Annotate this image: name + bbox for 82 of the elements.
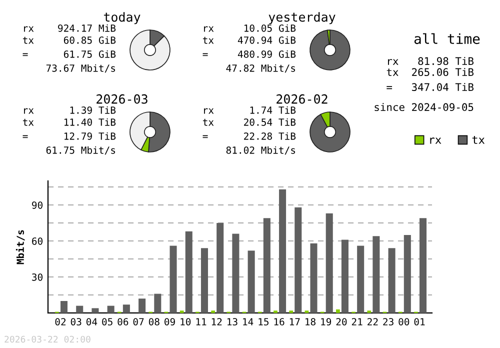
bar: [279, 189, 286, 313]
y-tick-label: 90: [32, 201, 43, 209]
text: = 22.28 TiB: [202, 132, 296, 140]
bar: [107, 306, 114, 313]
donut-slice: [310, 112, 350, 152]
x-tick-label: 20: [336, 318, 347, 326]
text: rx 1.74 TiB: [204, 106, 296, 114]
text: = 347.04 TiB: [386, 82, 474, 92]
bar: [216, 222, 224, 313]
text: tx 11.40 TiB: [22, 118, 116, 126]
text: = 480.99 GiB: [202, 50, 296, 58]
text: rx 924.17 MiB: [24, 24, 116, 32]
text: all time: [414, 33, 480, 44]
bar: [341, 240, 348, 313]
x-tick-label: 13: [228, 318, 238, 326]
text: rx 1.39 TiB: [24, 106, 116, 114]
legend-label: tx: [472, 136, 485, 144]
bar: [122, 304, 130, 313]
bar: [60, 300, 68, 313]
text: 47.82 Mbit/s: [226, 64, 296, 73]
text: since 2024-09-05: [374, 102, 474, 112]
bar: [232, 234, 240, 313]
x-tick-label: 16: [274, 318, 284, 326]
x-tick-label: 08: [148, 318, 160, 326]
text: 61.75 Mbit/s: [46, 146, 116, 155]
x-tick-label: 19: [321, 318, 332, 326]
y-axis-title: Mbit/s: [16, 230, 25, 264]
x-tick-label: 22: [368, 318, 378, 326]
x-tick-label: 09: [164, 318, 175, 326]
donut-slice: [310, 30, 350, 70]
x-tick-label: 06: [118, 318, 128, 326]
bar: [154, 294, 162, 313]
bar: [326, 213, 333, 313]
x-tick-label: 21: [352, 318, 362, 326]
x-tick-label: 10: [180, 318, 191, 326]
bar: [294, 207, 302, 313]
chart-title: yesterday: [268, 12, 336, 24]
bar: [372, 236, 380, 313]
y-tick-label: 60: [32, 237, 43, 245]
x-tick-label: 04: [86, 318, 98, 326]
bar: [76, 306, 84, 313]
text: = 12.79 TiB: [22, 132, 116, 140]
x-tick-label: 00: [398, 318, 410, 326]
x-tick-label: 05: [102, 318, 112, 326]
bar: [310, 243, 318, 313]
text: tx 470.94 GiB: [202, 36, 296, 44]
text: tx 265.06 TiB: [386, 68, 474, 76]
bar: [92, 308, 99, 313]
y-tick-label: 30: [32, 273, 43, 281]
bar: [138, 298, 146, 313]
x-tick-label: 14: [243, 318, 254, 326]
x-tick-label: 11: [196, 318, 206, 326]
bar: [200, 248, 208, 313]
bar: [357, 246, 364, 313]
text: = 61.75 GiB: [22, 50, 116, 58]
text: tx 20.54 TiB: [202, 118, 296, 126]
bar: [420, 218, 427, 313]
bar: [263, 218, 270, 313]
bar: [404, 234, 411, 313]
text: rx 81.98 TiB: [388, 56, 474, 66]
chart-title: today: [104, 12, 140, 24]
x-tick-label: 15: [258, 318, 268, 326]
x-tick-label: 07: [133, 318, 144, 326]
x-tick-label: 18: [306, 318, 316, 326]
x-tick-label: 12: [212, 318, 222, 326]
text: 73.67 Mbit/s: [46, 64, 116, 73]
x-tick-label: 03: [70, 318, 82, 326]
x-tick-label: 02: [55, 318, 66, 326]
bar: [248, 250, 255, 313]
text: 81.02 Mbit/s: [226, 146, 296, 155]
x-tick-label: 17: [290, 318, 300, 326]
text: rx 10.05 GiB: [204, 24, 296, 32]
bar: [388, 248, 396, 313]
chart-title: 2026-03: [96, 94, 148, 104]
bar: [336, 309, 340, 313]
x-tick-label: 23: [383, 318, 394, 326]
bar: [170, 246, 177, 313]
x-tick-label: 01: [414, 318, 425, 326]
bar: [185, 231, 192, 313]
legend-label: rx: [430, 138, 442, 144]
text: tx 60.85 GiB: [22, 36, 116, 44]
chart-title: 2026-02: [276, 94, 328, 104]
